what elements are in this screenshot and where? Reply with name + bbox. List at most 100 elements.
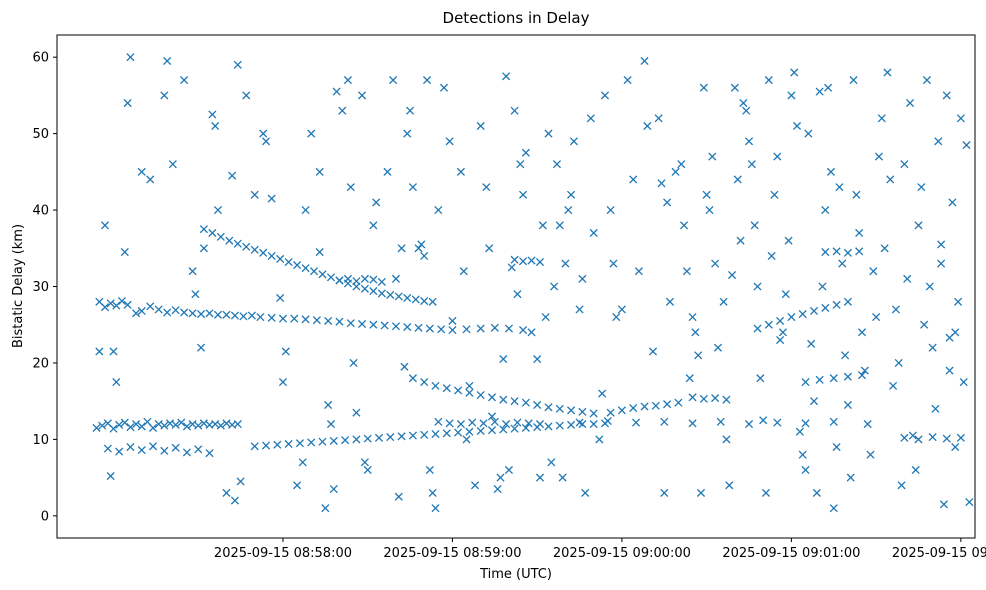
data-point xyxy=(561,259,570,268)
data-point xyxy=(821,303,830,312)
data-point xyxy=(278,314,288,323)
data-point xyxy=(329,485,338,494)
data-point xyxy=(403,293,412,303)
data-point xyxy=(194,421,203,430)
data-point xyxy=(448,316,457,325)
data-point xyxy=(363,434,372,443)
data-point xyxy=(965,498,974,507)
data-point xyxy=(857,371,867,380)
data-point xyxy=(550,282,559,291)
data-point xyxy=(321,504,330,513)
data-point xyxy=(267,251,276,260)
data-point xyxy=(948,198,957,207)
data-point xyxy=(445,137,454,146)
data-point xyxy=(555,421,564,430)
data-point xyxy=(513,418,522,427)
data-point xyxy=(922,76,932,85)
data-point xyxy=(510,397,519,406)
data-point xyxy=(598,389,607,398)
data-point xyxy=(629,403,638,413)
data-point xyxy=(228,171,237,180)
data-point xyxy=(154,305,163,314)
plot-frame xyxy=(56,34,976,539)
data-point xyxy=(956,433,965,442)
data-point xyxy=(600,91,610,100)
data-point xyxy=(414,244,423,253)
data-point xyxy=(945,366,954,375)
data-point xyxy=(937,259,946,268)
data-point xyxy=(877,114,886,123)
data-point xyxy=(98,421,107,430)
data-point xyxy=(250,190,259,199)
data-point xyxy=(671,167,680,176)
data-point xyxy=(422,76,432,85)
data-point xyxy=(148,442,158,451)
data-point xyxy=(188,267,197,276)
data-point xyxy=(420,296,429,306)
data-point xyxy=(428,297,437,306)
data-point xyxy=(516,160,525,169)
data-point xyxy=(408,183,417,192)
data-point xyxy=(247,311,256,320)
data-point xyxy=(575,418,584,427)
data-point xyxy=(708,152,717,161)
data-point xyxy=(795,427,804,436)
data-point xyxy=(567,406,576,415)
data-point xyxy=(372,198,381,207)
data-point xyxy=(117,296,127,306)
data-point xyxy=(767,251,776,260)
data-point xyxy=(400,362,409,371)
data-point xyxy=(753,282,762,291)
data-point xyxy=(770,190,779,199)
data-point xyxy=(578,274,587,283)
data-point xyxy=(942,434,951,443)
data-point xyxy=(581,488,590,497)
data-point xyxy=(911,465,920,475)
data-point xyxy=(312,316,321,325)
data-point xyxy=(230,311,240,320)
data-point xyxy=(335,276,344,285)
data-point xyxy=(510,255,519,264)
data-point xyxy=(730,83,739,92)
data-point xyxy=(773,418,782,427)
data-point xyxy=(787,91,796,100)
data-point xyxy=(939,500,948,509)
data-point xyxy=(123,98,132,108)
data-point xyxy=(267,313,276,322)
data-point xyxy=(417,240,426,249)
data-point xyxy=(431,504,440,513)
data-point xyxy=(937,240,946,249)
data-point xyxy=(343,274,352,283)
data-point xyxy=(880,244,889,253)
data-points-group xyxy=(92,53,974,513)
x-tick-label: 2025-09-15 08:59:00 xyxy=(383,546,521,561)
data-point xyxy=(163,308,172,317)
data-point xyxy=(487,412,497,421)
data-point xyxy=(874,152,884,161)
y-tick-label: 50 xyxy=(32,127,49,142)
data-point xyxy=(456,420,465,429)
data-point xyxy=(360,284,369,293)
data-point xyxy=(346,319,355,328)
data-point xyxy=(860,366,869,375)
data-point xyxy=(801,419,810,428)
data-point xyxy=(821,248,830,257)
data-point xyxy=(360,274,369,283)
data-point xyxy=(180,308,189,317)
x-tick-label: 2025-09-15 09:00:00 xyxy=(553,546,691,561)
data-point xyxy=(959,377,968,387)
data-point xyxy=(137,167,146,176)
data-point xyxy=(476,390,485,400)
data-point xyxy=(829,374,838,383)
data-point xyxy=(903,274,912,283)
data-point xyxy=(420,430,429,439)
data-point xyxy=(680,221,689,230)
data-point xyxy=(239,312,248,321)
data-point xyxy=(866,450,875,459)
data-point xyxy=(493,485,502,494)
y-tick-label: 40 xyxy=(32,204,49,219)
data-point xyxy=(301,264,310,273)
data-point xyxy=(776,316,785,325)
data-point xyxy=(521,423,530,432)
